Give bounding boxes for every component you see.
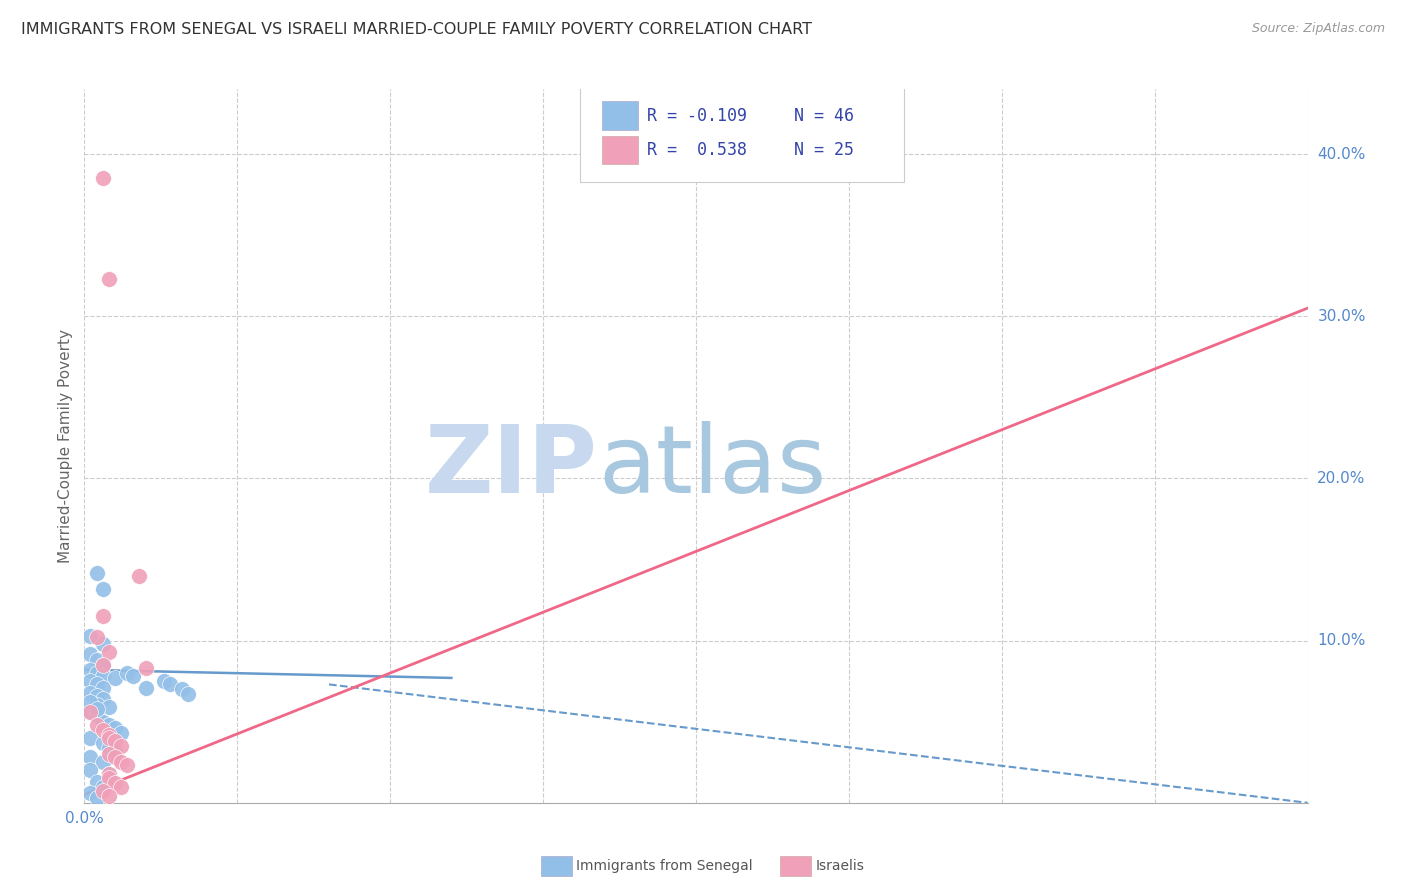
Point [97,718,120,732]
Point [91,669,114,683]
Point [86,631,108,645]
Point [97,747,120,761]
Point [86,653,108,667]
Point [79,647,101,661]
Point [110,726,132,740]
Point [86,791,108,805]
Text: 20.0%: 20.0% [1317,471,1365,486]
Point [97,766,120,780]
Point [91,609,114,624]
Point [172,682,194,697]
Text: 30.0%: 30.0% [1317,309,1365,324]
Point [135,661,157,675]
Point [91,736,114,750]
Text: N = 46: N = 46 [794,107,853,125]
Point [115,758,138,772]
Point [86,718,108,732]
Point [153,674,176,689]
Point [128,568,150,582]
Point [115,666,138,681]
Point [79,663,101,677]
Point [91,657,114,672]
Point [135,681,157,695]
Point [86,698,108,713]
Point [79,731,101,745]
Point [91,780,114,794]
Point [91,756,114,770]
Point [122,669,145,683]
Text: Immigrants from Senegal: Immigrants from Senegal [576,859,754,873]
Bar [602,136,638,164]
Point [91,723,114,737]
Y-axis label: Married-Couple Family Poverty: Married-Couple Family Poverty [58,329,73,563]
Point [97,272,120,286]
Text: 40.0%: 40.0% [1317,146,1365,161]
Point [86,774,108,789]
Point [97,700,120,714]
Point [86,677,108,691]
Point [97,740,120,755]
Text: Israelis: Israelis [815,859,865,873]
Text: R = -0.109: R = -0.109 [647,107,747,125]
Point [97,772,120,786]
Point [97,645,120,659]
Point [91,692,114,706]
Point [110,780,132,794]
Point [104,734,127,748]
Point [91,681,114,695]
Text: 0.0%: 0.0% [65,812,104,826]
Point [97,728,120,742]
Text: ZIP: ZIP [425,421,598,514]
Point [86,666,108,681]
Point [91,637,114,651]
Bar [602,102,638,130]
Point [79,629,101,643]
Text: 10.0%: 10.0% [1317,633,1365,648]
Point [110,756,132,770]
Point [91,171,114,186]
Point [91,582,114,596]
Point [104,671,127,685]
Point [104,776,127,790]
Point [86,708,108,723]
Point [79,750,101,764]
Point [110,739,132,753]
Point [97,731,120,745]
Point [104,750,127,764]
Text: N = 25: N = 25 [794,141,853,159]
Point [91,714,114,729]
Point [104,721,127,735]
Point [79,674,101,689]
Point [79,786,101,800]
Point [159,677,181,691]
Point [91,784,114,798]
Point [86,702,108,716]
Point [91,657,114,672]
Point [79,705,101,719]
Point [79,695,101,709]
Point [177,687,200,701]
Point [79,705,101,719]
Point [86,689,108,703]
Point [97,766,120,780]
Point [86,566,108,580]
Point [97,789,120,804]
Point [79,764,101,778]
Point [104,744,127,758]
Text: IMMIGRANTS FROM SENEGAL VS ISRAELI MARRIED-COUPLE FAMILY POVERTY CORRELATION CHA: IMMIGRANTS FROM SENEGAL VS ISRAELI MARRI… [21,22,813,37]
Text: Source: ZipAtlas.com: Source: ZipAtlas.com [1251,22,1385,36]
FancyBboxPatch shape [579,86,904,182]
Point [79,685,101,699]
Text: atlas: atlas [598,421,827,514]
Text: R =  0.538: R = 0.538 [647,141,747,159]
